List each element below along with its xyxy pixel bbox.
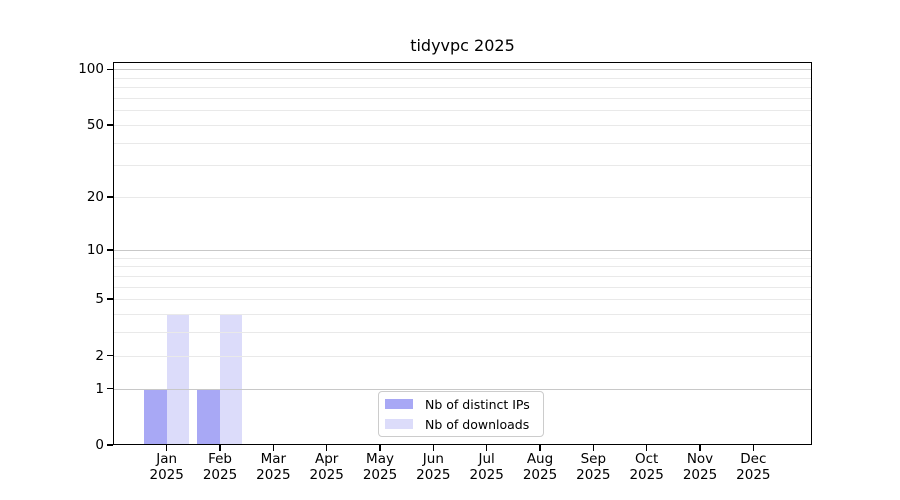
x-tick-label-month: Aug: [526, 451, 554, 467]
y-tick-label-10: 10: [86, 241, 104, 258]
x-tick-label-aug: Aug 2025: [508, 451, 572, 483]
plot-area: [113, 62, 812, 445]
gridline-minor-20: [113, 197, 812, 199]
x-tick-label-year: 2025: [362, 466, 398, 483]
x-tick-jun: [432, 445, 435, 451]
x-tick-nov: [699, 445, 701, 451]
y-tick-1: [107, 387, 113, 390]
bar-distinct-ips-jan: [143, 388, 167, 445]
x-tick-label-feb: Feb 2025: [188, 451, 252, 483]
bar-downloads-jan: [166, 313, 189, 445]
legend-swatch-downloads: [385, 419, 413, 429]
chart-title: tidyvpc 2025: [410, 36, 515, 55]
x-tick-label-year: 2025: [576, 466, 611, 483]
y-tick-label-2: 2: [95, 347, 104, 364]
gridline-minor-40: [113, 142, 812, 144]
x-tick-label-sep: Sep 2025: [561, 451, 625, 483]
x-tick-label-year: 2025: [256, 466, 291, 483]
legend: Nb of distinct IPs Nb of downloads: [378, 391, 544, 437]
x-tick-label-dec: Dec 2025: [721, 451, 785, 483]
x-tick-label-apr: Apr 2025: [295, 451, 359, 483]
x-tick-label-month: Apr: [315, 451, 339, 467]
x-tick-jan: [165, 445, 168, 451]
gridline-minor-5: [113, 299, 812, 301]
x-tick-label-year: 2025: [736, 466, 771, 483]
gridline-minor-9: [113, 257, 812, 259]
x-tick-label-year: 2025: [202, 466, 238, 483]
bar-downloads-feb: [220, 313, 243, 445]
x-tick-label-month: Oct: [634, 451, 659, 467]
gridline-minor-70: [113, 97, 812, 99]
y-tick-10: [107, 249, 113, 251]
x-tick-may: [379, 445, 381, 451]
x-tick-label-year: 2025: [629, 466, 664, 483]
x-tick-label-month: Jan: [156, 451, 178, 467]
x-tick-feb: [219, 445, 221, 451]
x-tick-label-month: May: [366, 451, 394, 467]
gridline-major-100: [113, 69, 812, 71]
x-tick-label-year: 2025: [309, 466, 344, 483]
x-tick-label-year: 2025: [522, 466, 558, 483]
bar-distinct-ips-feb: [197, 388, 221, 445]
y-tick-label-5: 5: [95, 291, 104, 308]
gridline-minor-7: [113, 275, 812, 277]
y-tick-label-100: 100: [78, 61, 104, 78]
y-tick-0: [107, 444, 113, 446]
y-tick-20: [107, 196, 113, 198]
x-tick-label-month: Feb: [208, 451, 232, 467]
x-tick-label-year: 2025: [682, 466, 718, 483]
x-tick-label-month: Sep: [580, 451, 607, 467]
legend-label-downloads: Nb of downloads: [425, 416, 530, 432]
x-tick-label-month: Dec: [740, 451, 767, 467]
x-tick-label-month: Jul: [478, 451, 495, 467]
gridline-minor-8: [113, 266, 812, 268]
gridline-minor-80: [113, 87, 812, 89]
gridline-minor-60: [113, 110, 812, 112]
x-tick-mar: [272, 445, 275, 451]
x-tick-label-may: May 2025: [348, 451, 412, 483]
gridline-minor-50: [113, 124, 812, 126]
legend-item-downloads: Nb of downloads: [385, 416, 543, 433]
x-tick-dec: [752, 445, 755, 451]
y-tick-label-1: 1: [95, 380, 104, 397]
y-tick-label-50: 50: [86, 116, 104, 133]
gridline-minor-3: [113, 332, 812, 334]
x-tick-label-oct: Oct 2025: [615, 451, 679, 483]
x-tick-label-year: 2025: [416, 466, 451, 483]
y-tick-2: [107, 354, 113, 357]
axes-frame: [113, 62, 812, 445]
x-tick-label-year: 2025: [469, 466, 504, 483]
y-tick-5: [107, 298, 113, 300]
x-tick-oct: [645, 445, 648, 451]
gridline-minor-90: [113, 77, 812, 79]
x-tick-jul: [485, 445, 488, 451]
x-tick-label-month: Jun: [422, 451, 444, 467]
x-tick-label-month: Nov: [686, 451, 714, 467]
gridline-major-1: [113, 388, 812, 390]
x-tick-label-year: 2025: [149, 466, 184, 483]
gridline-minor-4: [113, 313, 812, 315]
x-tick-sep: [592, 445, 595, 451]
x-tick-label-jan: Jan 2025: [135, 451, 199, 483]
y-tick-label-0: 0: [95, 437, 104, 453]
x-tick-label-month: Mar: [260, 451, 287, 467]
x-tick-label-mar: Mar 2025: [241, 451, 305, 483]
x-tick-apr: [325, 445, 328, 451]
y-tick-label-20: 20: [86, 189, 104, 206]
legend-swatch-distinct-ips: [385, 399, 413, 409]
y-tick-100: [107, 68, 113, 71]
x-tick-label-jul: Jul 2025: [455, 451, 519, 483]
gridline-minor-2: [113, 355, 812, 357]
gridline-minor-30: [113, 165, 812, 167]
legend-label-distinct-ips: Nb of distinct IPs: [425, 396, 530, 412]
x-tick-label-jun: Jun 2025: [401, 451, 465, 483]
y-tick-50: [107, 124, 113, 126]
gridline-minor-6: [113, 286, 812, 288]
x-tick-aug: [539, 445, 541, 451]
gridline-major-10: [113, 249, 812, 251]
x-tick-label-nov: Nov 2025: [668, 451, 732, 483]
legend-item-distinct-ips: Nb of distinct IPs: [385, 396, 543, 413]
